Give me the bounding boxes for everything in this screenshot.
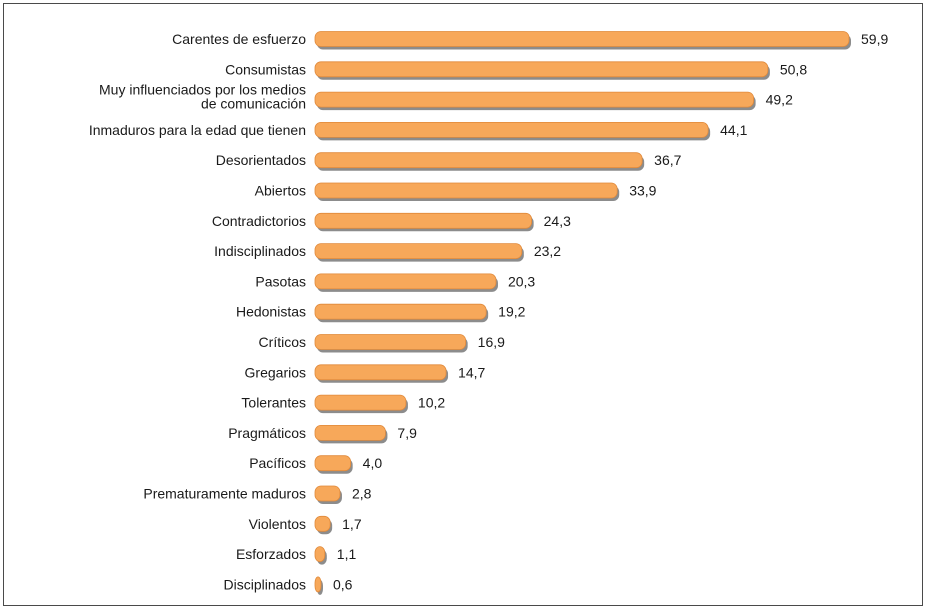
bar [314,61,769,78]
category-label: Críticos [259,334,306,350]
bar-row: Disciplinados 0,6 [224,576,353,595]
bar [314,576,322,593]
category-label: Carentes de esfuerzo [172,31,306,47]
category-label: Prematuramente maduros [143,486,306,502]
bar-row: Gregarios 14,7 [245,364,486,383]
bar-row: Consumistas 50,8 [225,61,807,80]
bar-row: Esforzados 1,1 [236,546,357,565]
value-label: 10,2 [418,395,445,411]
bar [314,122,709,138]
value-label: 0,6 [333,576,353,592]
value-label: 36,7 [654,152,681,168]
bar [314,91,755,108]
category-label: Consumistas [225,61,306,77]
value-label: 23,2 [534,243,561,259]
bar-row: Contradictorios 24,3 [212,213,571,232]
bar-row: Prematuramente maduros 2,8 [143,485,372,504]
value-label: 19,2 [498,304,525,320]
bar [314,212,533,229]
bar-row: Muy influenciados por los medios de comun… [99,82,793,112]
category-label: Muy influenciados por los medios de comun… [99,82,306,112]
value-label: 50,8 [780,61,807,77]
value-label: 59,9 [861,31,888,47]
value-label: 14,7 [458,364,485,380]
bar-row: Tolerantes 10,2 [241,395,445,414]
value-label: 16,9 [478,334,505,350]
bar-row: Pragmáticos 7,9 [228,425,417,444]
bar [314,31,850,47]
bar-row: Abiertos 33,9 [255,182,657,201]
horizontal-bar-chart: Carentes de esfuerzo 59,9 Consumistas 50,8 M… [89,31,888,595]
bar [314,546,326,562]
category-label: Abiertos [255,183,306,199]
category-label: Gregarios [245,364,306,380]
bar-row: Indisciplinados 23,2 [214,243,561,262]
bar [314,485,341,502]
bar [314,364,447,381]
bar-row: Inmaduros para la edad que tienen 44,1 [89,122,748,141]
value-label: 4,0 [363,455,383,471]
value-label: 49,2 [766,92,793,108]
value-label: 33,9 [629,183,656,199]
bar-row: Violentos 1,7 [249,516,362,535]
value-label: 2,8 [352,486,372,502]
category-label: Esforzados [236,546,306,562]
bar-row: Hedonistas 19,2 [236,304,526,323]
category-label: Tolerantes [241,395,306,411]
bar [314,273,497,290]
bar-row: Pacíficos 4,0 [249,455,382,474]
value-label: 1,1 [337,546,357,562]
bar [314,303,487,320]
bar-row: Pasotas 20,3 [255,273,535,292]
value-label: 24,3 [544,213,571,229]
category-label: Pasotas [255,273,306,289]
bar [314,515,331,532]
category-label: Inmaduros para la edad que tienen [89,122,306,138]
bar-row: Críticos 16,9 [259,334,505,353]
category-label: Contradictorios [212,213,306,229]
value-label: 1,7 [342,516,362,532]
category-label: Indisciplinados [214,243,306,259]
value-label: 44,1 [720,122,747,138]
bar [314,243,523,260]
bar [314,424,386,441]
bar-row: Carentes de esfuerzo 59,9 [172,31,888,50]
bar [314,152,643,169]
chart-frame: Carentes de esfuerzo 59,9 Consumistas 50,8 M… [3,3,923,606]
category-label: Pacíficos [249,455,306,471]
bar [314,182,618,199]
category-label: Pragmáticos [228,425,306,441]
category-label: Disciplinados [224,576,306,592]
category-label: Violentos [249,516,306,532]
category-label: Hedonistas [236,304,306,320]
bar [314,455,352,472]
value-label: 20,3 [508,273,535,289]
category-label: Desorientados [216,152,306,168]
bar [314,394,407,411]
bar-row: Desorientados 36,7 [216,152,682,171]
bar [314,334,467,350]
value-label: 7,9 [397,425,417,441]
